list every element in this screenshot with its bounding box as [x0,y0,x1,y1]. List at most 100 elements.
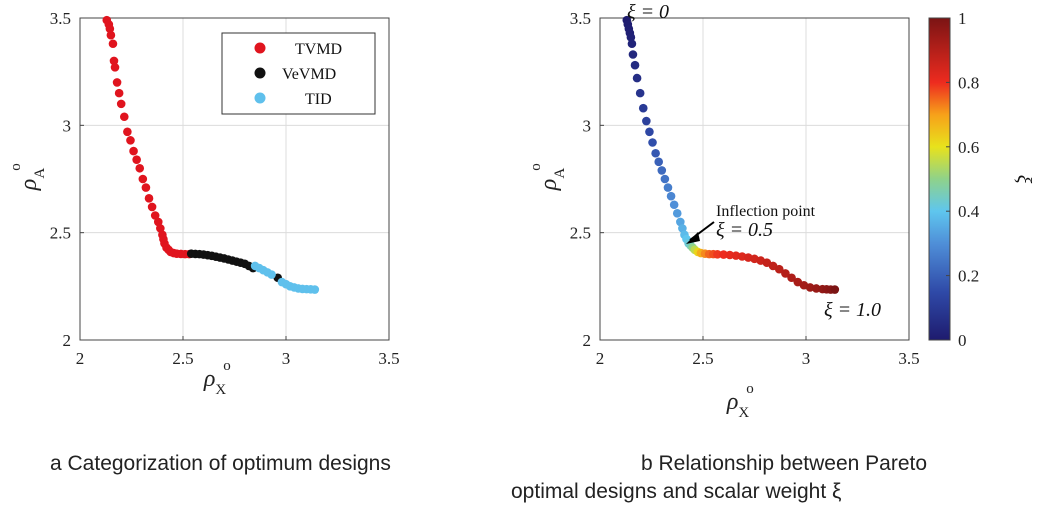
point-tvmd [114,88,124,98]
annotation-xi-0: ξ = 0 [627,1,669,23]
point-pareto [642,116,651,126]
point-pareto [654,157,664,167]
panel-b-xlabel-sub: X [738,405,749,421]
point-tvmd [123,127,132,137]
point-pareto [648,138,657,147]
panel-a-ylabel-sub: A [32,168,48,179]
point-tvmd [119,112,129,122]
panel-a-ylabel-symbol: ρ [16,179,42,192]
panel-b-grid [600,18,909,340]
panel-a-points [102,15,320,294]
panel-b-xtick-label: 2 [596,349,605,368]
colorbar-tick-label: 0 [958,331,967,350]
panel-b-xtick-label: 3 [802,349,811,368]
caption-a: a Categorization of optimum designs [50,452,391,475]
point-tid [267,270,276,279]
annotation-inflection-point: Inflection point [716,203,816,220]
panel-b-xtick-label: 3.5 [898,349,919,368]
panel-a-xtick-label: 2 [76,349,85,368]
point-pareto [787,273,796,283]
point-pareto [660,174,670,184]
point-tvmd [129,146,138,156]
point-pareto [632,73,642,83]
colorbar-label: ξ [1013,175,1035,184]
point-pareto [645,127,654,137]
panel-b-xlabel-sup: o [746,381,754,397]
panel-b-xlabel-symbol: ρ [726,389,739,415]
legend-label-tvmd: TVMD [295,41,342,58]
point-pareto [626,33,636,42]
panel-b-xlabel: ρX [726,389,750,421]
point-pareto [781,269,790,278]
legend-marker-tid [254,92,266,104]
panel-b-scatter: 2 2.5 3 3.522.533.5 ξ = 0 Inflection point … [528,1,1035,421]
panel-a-ytick-label: 3.5 [50,9,71,28]
colorbar-tick-label: 0.4 [958,202,980,221]
point-tvmd [110,63,120,72]
legend-label-vevmd: VeVMD [282,66,336,83]
point-pareto [812,284,821,293]
panel-b-axes-box [599,17,910,341]
colorbar [928,17,951,341]
point-pareto [830,285,840,294]
colorbar-tick-label: 0.2 [958,267,979,286]
point-pareto [774,264,784,274]
panel-a-xlabel: ρX [203,366,227,398]
panel-b-ticks: 2 2.5 3 3.5 2 2.5 3 3.5 [570,9,920,368]
point-tvmd [147,202,157,212]
panel-b-ylabel: ρA o [528,163,568,191]
colorbar-tick-label: 0.8 [958,73,979,92]
panel-a-ytick-label: 2.5 [50,224,71,243]
annotation-xi-05: ξ = 0.5 [716,219,773,241]
point-pareto [669,200,679,210]
panel-b-xtick-label: 2.5 [692,349,713,368]
point-tvmd [105,24,115,34]
panel-a-xlabel-sub: X [215,382,226,398]
colorbar-tick-label: 0.6 [958,138,979,157]
point-tvmd [108,39,118,49]
panel-b-points [622,15,840,294]
point-tvmd [106,30,116,40]
point-pareto [713,250,722,259]
panel-a-xtick-label: 3.5 [378,349,399,368]
panel-b-plot-area [600,18,909,340]
panel-b-ytick-label: 3 [583,116,592,135]
point-tvmd [109,56,119,66]
point-pareto [630,60,640,70]
panel-b-ytick-label: 2 [583,331,592,350]
point-tvmd [141,183,151,192]
annotation-xi-1: ξ = 1.0 [824,299,881,321]
point-tvmd [138,174,148,184]
point-pareto [638,103,648,113]
legend-label-tid: TID [305,91,332,108]
panel-a-xlabel-symbol: ρ [203,366,216,392]
point-pareto [663,183,673,192]
panel-a-ytick-label: 3 [63,116,72,135]
point-pareto [635,88,645,98]
point-pareto [627,39,637,49]
point-tvmd [126,136,135,145]
panel-b-ytick-label: 3.5 [570,9,591,28]
point-pareto [666,191,676,201]
caption-b-line2: optimal designs and scalar weight ξ [511,480,842,503]
point-tvmd [135,163,145,173]
point-tvmd [144,194,154,203]
panel-b-ylabel-symbol: ρ [536,179,562,192]
point-tvmd [116,99,126,109]
panel-b-ylabel-sub: A [552,168,568,179]
panel-a-ylabel-sup: o [8,163,24,171]
panel-a-axes-box [79,17,390,341]
point-pareto [719,250,728,259]
annotation-arrow-head [686,232,700,244]
legend-marker-vevmd [254,67,266,79]
panel-a-xtick-label: 3 [282,349,291,368]
panel-b-ytick-label: 2.5 [570,224,591,243]
colorbar-ticks: 0 0.2 0.4 0.6 0.8 1 [946,9,980,350]
panel-a-xlabel-sup: o [223,358,231,374]
point-pareto [672,209,682,218]
svg-text:ρA: ρA [16,168,48,192]
legend-marker-tvmd [254,42,266,54]
panel-a-ticks: 2 2.5 3 3.5 2 2.5 3 3.5 [50,9,400,368]
panel-a-legend: TVMD VeVMD TID [221,32,376,115]
